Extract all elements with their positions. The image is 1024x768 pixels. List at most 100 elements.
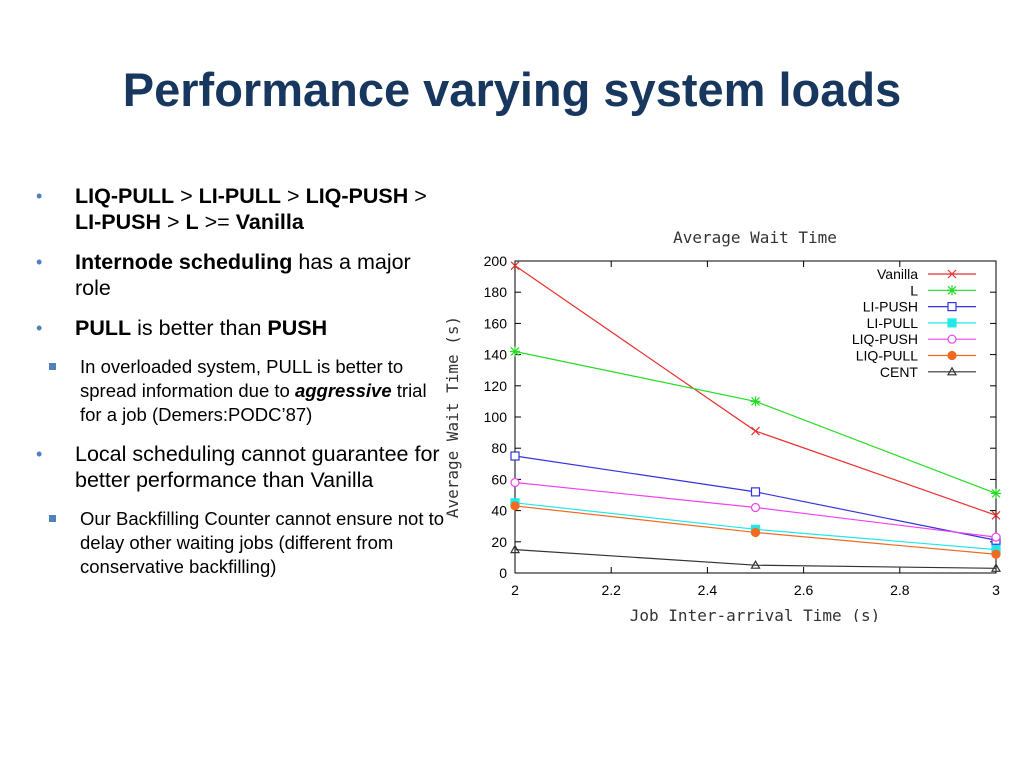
text-run: > [161,210,186,234]
bullet-dot-icon: • [36,318,43,338]
wait-time-chart: 0 20 40 60 80 100 120 140 160 180 200 2 2.2 2.4 2.6 2.8… [443,228,1002,622]
marker-shape [947,334,957,344]
bullet-text: Local scheduling cannot guarantee for be… [75,442,440,492]
marker-shape [750,559,761,569]
sub-bullet-square-icon [49,363,56,370]
marker-shape [750,487,761,497]
bullet-item: • Local scheduling cannot guarantee for b… [36,441,446,493]
marker-shape [510,451,520,461]
text-run: is better than [131,316,268,340]
marker-shape [510,477,520,488]
legend-marker [947,301,957,312]
legend-label: LI-PUSH [863,299,918,315]
y-tick-label: 100 [484,409,508,425]
y-tick-label: 40 [491,503,507,519]
legend-marker [947,334,957,344]
text-run: Internode scheduling [75,250,293,274]
marker-shape [947,301,957,312]
data-point-l [510,346,520,357]
text-run: LI-PUSH [75,210,161,234]
marker-shape [991,510,1001,520]
bullet-dot-icon: • [36,444,43,464]
marker-shape [991,532,1001,542]
y-tick-label: 120 [484,378,508,394]
text-run: LIQ-PUSH [305,184,409,208]
data-point-liq-push [991,532,1001,542]
y-tick-label: 20 [491,534,507,550]
marker-shape [510,261,520,271]
legend-marker [947,269,957,279]
series-line-l [514,350,997,495]
y-tick-label: 160 [484,315,508,331]
bullet-list: • LIQ-PULL > LI-PULL > LIQ-PUSH > LI-PUSH… [36,183,446,593]
y-tick-label: 80 [491,440,507,456]
text-run: > [174,184,199,208]
text-run: aggressive [294,380,392,401]
data-point-liq-push [750,502,761,513]
bullet-item: • PULL is better than PUSH [36,315,446,341]
y-tick-label: 0 [499,565,507,581]
marker-shape [947,269,957,279]
text-run: >= [198,210,236,234]
legend-marker [947,285,957,296]
sub-bullet-text: In overloaded system, PULL is better to … [80,356,427,425]
marker-shape [750,527,761,538]
x-tick-label: 2.8 [890,582,910,598]
slide-title: Performance varying system loads [122,63,902,116]
x-tick-label: 2.4 [698,582,718,598]
sub-bullet-text: Our Backfilling Counter cannot ensure no… [80,508,444,577]
data-point-liq-pull [750,527,761,538]
text-run: PULL [75,316,132,340]
text-run: Vanilla [235,210,304,234]
legend-label: Vanilla [877,266,918,282]
data-point-l [750,396,761,407]
x-tick-label: 2.2 [601,582,621,598]
data-point-liq-pull [991,549,1001,559]
text-run: trial for a job (Demers:PODC’87) [80,380,427,425]
sub-bullet-square-icon [49,515,56,522]
legend-label: LIQ-PULL [856,348,918,364]
chart-title: Average Wait Time [673,228,837,247]
bullet-dot-icon: • [36,252,43,272]
text-run: In overloaded system, PULL is better to … [80,356,404,401]
series-line-vanilla [514,265,997,516]
y-tick-label: 200 [484,253,508,269]
data-point-vanilla [510,261,520,271]
marker-shape [509,544,521,554]
data-point-cent [509,544,521,554]
bullet-item: • Internode scheduling has a major role [36,249,446,301]
x-tick-label: 3 [992,582,1000,598]
text-run: L [185,210,199,234]
marker-shape [750,502,761,513]
bullet-text: LIQ-PULL > LI-PULL > LIQ-PUSH > LI-PUSH … [75,184,427,234]
marker-shape [947,285,957,296]
data-point-vanilla [991,510,1001,520]
data-point-cent [750,559,761,569]
bullet-text: Internode scheduling has a major role [75,250,411,300]
marker-shape [946,366,958,376]
sub-bullet-item: In overloaded system, PULL is better to … [0,355,446,427]
data-point-cent [990,563,1002,572]
x-axis-label: Job Inter-arrival Time (s) [630,606,880,622]
legend-label: CENT [880,364,919,380]
text-run: LIQ-PULL [75,184,175,208]
data-point-l [991,488,1001,499]
y-tick-label: 140 [484,347,508,363]
data-point-li-push [750,487,761,497]
data-point-liq-push [510,477,520,488]
marker-shape [991,488,1001,499]
marker-shape [947,318,957,328]
text-run: has a major role [75,250,411,300]
marker-shape [751,426,760,436]
bullet-dot-icon: • [36,186,43,206]
marker-shape [510,501,520,511]
legend-label: L [910,282,918,298]
data-point-vanilla [751,426,760,436]
legend-marker [946,366,958,376]
legend-marker [947,318,957,328]
y-tick-label: 180 [484,284,508,300]
text-run: > [281,184,306,208]
data-point-li-push [510,451,520,461]
marker-shape [510,346,520,357]
sub-bullet-item: Our Backfilling Counter cannot ensure no… [0,507,446,579]
